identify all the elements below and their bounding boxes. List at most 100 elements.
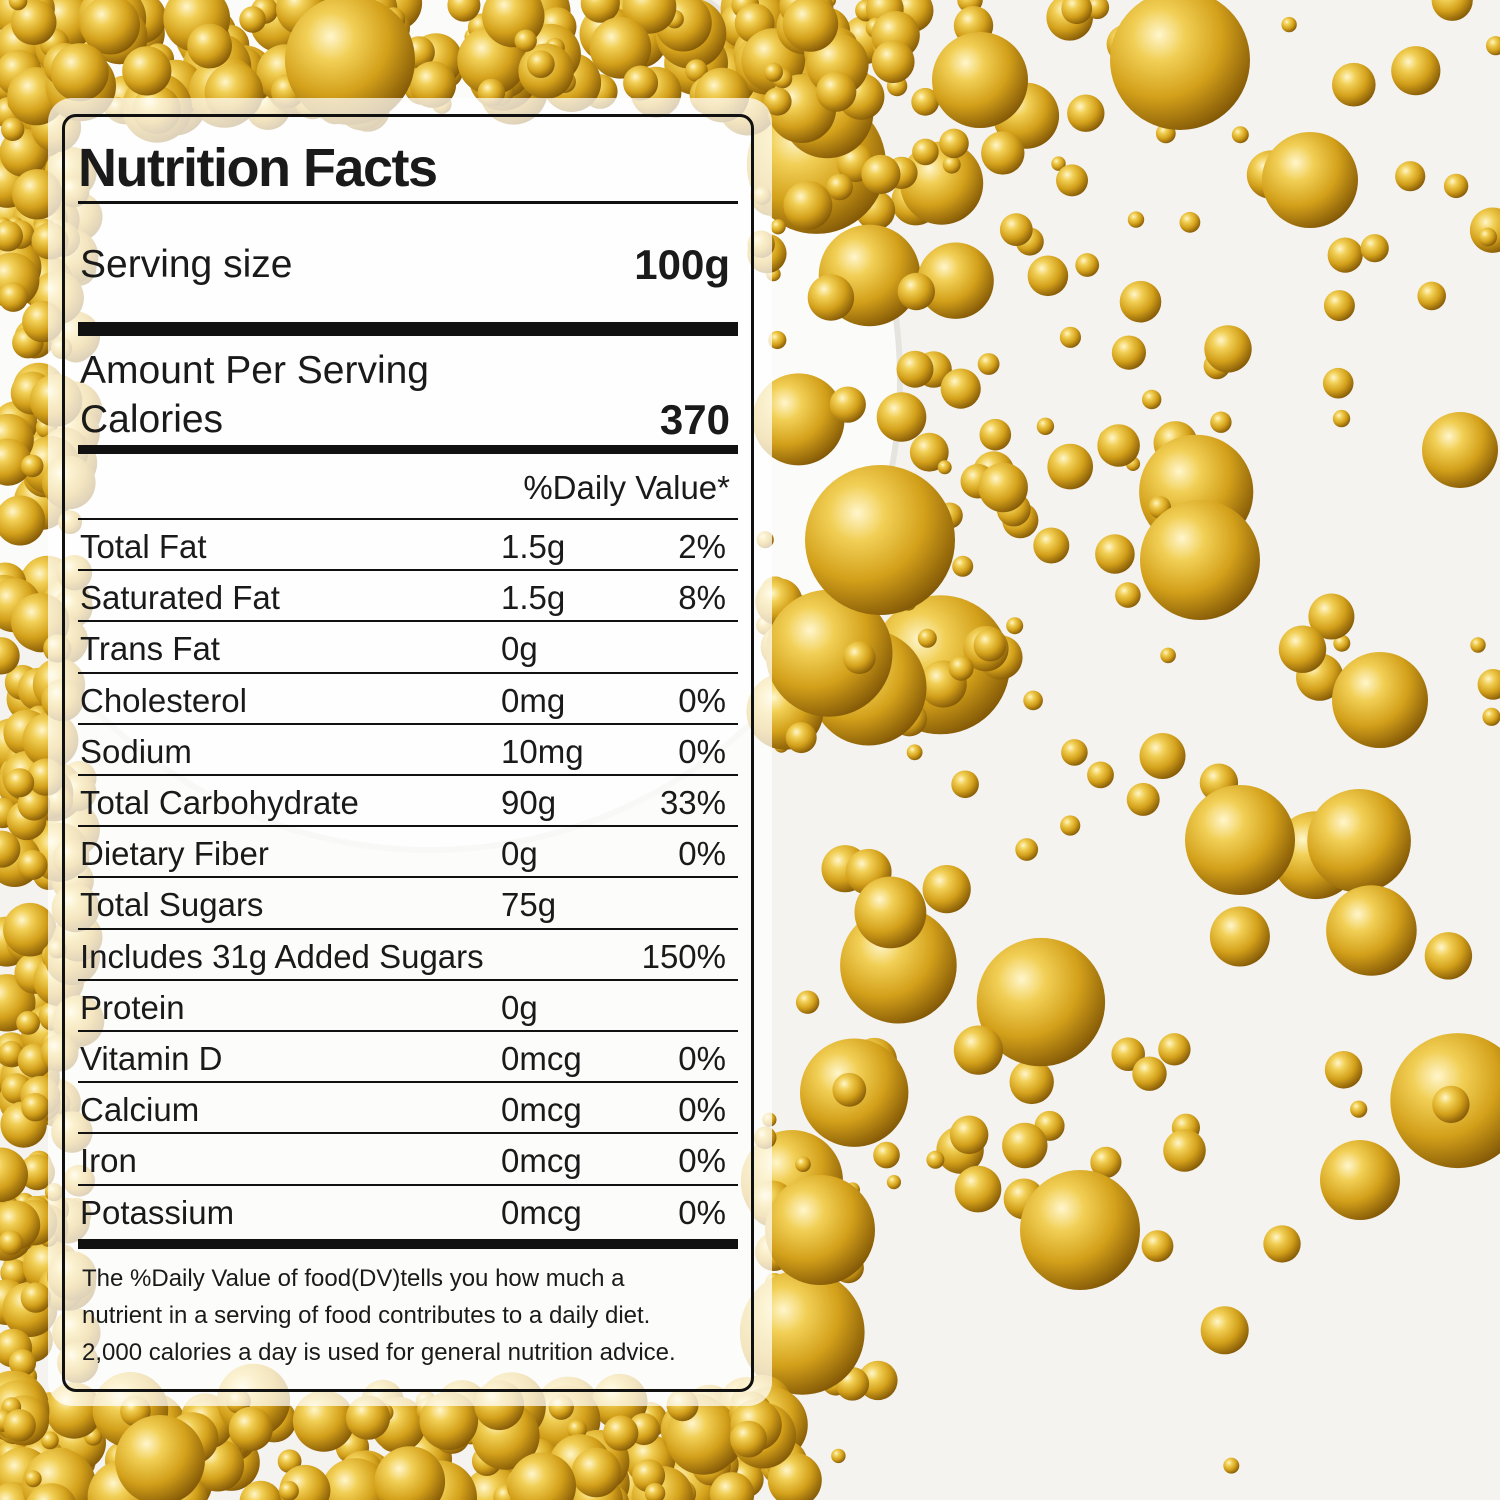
gold-bead bbox=[1087, 761, 1114, 789]
label-title: Nutrition Facts bbox=[78, 138, 438, 198]
row-divider bbox=[78, 1132, 738, 1135]
nutrient-name: Total Sugars bbox=[80, 886, 264, 924]
gold-bead bbox=[942, 155, 961, 174]
gold-bead bbox=[285, 0, 415, 125]
gold-bead bbox=[768, 330, 787, 350]
gold-bead bbox=[1140, 500, 1260, 620]
nutrient-daily-value: 8% bbox=[678, 579, 726, 617]
gold-bead bbox=[3, 902, 57, 957]
gold-bead bbox=[16, 1011, 40, 1035]
gold-bead bbox=[1422, 412, 1498, 488]
calories-value: 370 bbox=[659, 396, 730, 443]
gold-bead bbox=[816, 71, 857, 112]
daily-value-header: %Daily Value* bbox=[523, 469, 730, 506]
nutrient-daily-value: 33% bbox=[659, 784, 726, 821]
gold-bead bbox=[20, 1282, 51, 1313]
gold-bead bbox=[50, 43, 109, 102]
gold-bead bbox=[122, 46, 172, 96]
gold-bead bbox=[526, 50, 555, 78]
gold-bead bbox=[807, 274, 855, 321]
gold-bead bbox=[730, 1420, 767, 1458]
title-divider bbox=[78, 201, 738, 204]
gold-bead bbox=[1324, 1051, 1363, 1089]
gold-bead bbox=[1320, 1140, 1400, 1220]
gold-bead bbox=[1262, 132, 1358, 228]
gold-bead bbox=[1060, 815, 1081, 836]
gold-bead bbox=[922, 865, 971, 914]
gold-bead bbox=[917, 242, 994, 319]
gold-bead bbox=[1027, 255, 1069, 297]
thick-divider bbox=[78, 322, 738, 336]
gold-bead bbox=[1332, 409, 1351, 428]
gold-bead bbox=[1477, 669, 1500, 700]
gold-bead bbox=[17, 849, 48, 880]
nutrient-daily-value: 0% bbox=[678, 1193, 726, 1231]
gold-bead bbox=[1417, 281, 1446, 311]
row-divider bbox=[78, 1081, 738, 1084]
nutrient-daily-value: 0% bbox=[678, 732, 726, 770]
nutrient-amount: 0g bbox=[501, 630, 538, 668]
row-divider bbox=[78, 825, 738, 828]
gold-bead bbox=[1126, 782, 1160, 816]
gold-bead bbox=[1424, 932, 1473, 980]
gold-bead bbox=[897, 272, 935, 311]
gold-bead bbox=[1090, 1146, 1122, 1178]
gold-bead bbox=[1051, 156, 1066, 171]
gold-bead bbox=[447, 0, 481, 22]
gold-bead bbox=[873, 1141, 900, 1169]
gold-bead bbox=[886, 1175, 902, 1190]
gold-bead bbox=[1067, 94, 1105, 132]
gold-bead bbox=[19, 1154, 56, 1191]
gold-bead bbox=[752, 373, 845, 466]
nutrient-daily-value: 0% bbox=[678, 835, 726, 873]
nutrient-amount: 10mg bbox=[501, 732, 584, 770]
nutrient-name: Trans Fat bbox=[80, 630, 220, 668]
gold-bead bbox=[1443, 173, 1469, 199]
gold-bead bbox=[795, 1156, 811, 1172]
gold-bead bbox=[1281, 16, 1297, 33]
gold-bead bbox=[374, 1446, 446, 1500]
gold-bead bbox=[0, 637, 20, 675]
gold-bead bbox=[115, 1415, 205, 1500]
gold-bead bbox=[41, 1431, 59, 1450]
nutrient-daily-value: 0% bbox=[678, 1091, 726, 1129]
gold-bead bbox=[912, 138, 939, 166]
nutrient-amount: 0mcg bbox=[501, 1040, 582, 1077]
footnote-line: The %Daily Value of food(DV)tells you ho… bbox=[82, 1265, 625, 1292]
gold-bead bbox=[1486, 36, 1500, 56]
gold-bead bbox=[842, 641, 876, 674]
nutrient-row: Total Sugars 75g bbox=[78, 885, 738, 925]
gold-bead bbox=[1470, 637, 1486, 653]
footer-divider bbox=[78, 1239, 738, 1249]
gold-bead bbox=[709, 1472, 755, 1500]
gold-bead bbox=[1023, 690, 1043, 711]
gold-bead bbox=[1432, 1085, 1470, 1124]
calories-divider bbox=[78, 445, 738, 454]
gold-bead bbox=[981, 131, 1025, 175]
nutrient-name: Potassium bbox=[80, 1193, 235, 1231]
gold-bead bbox=[909, 432, 949, 472]
gold-bead bbox=[861, 154, 901, 194]
gold-bead bbox=[1056, 164, 1088, 197]
gold-bead bbox=[1139, 733, 1186, 779]
nutrient-name: Protein bbox=[80, 988, 185, 1026]
nutrient-amount: 0mcg bbox=[501, 1142, 582, 1180]
nutrient-name: Vitamin D bbox=[80, 1040, 223, 1077]
gold-bead bbox=[953, 1025, 1004, 1075]
footnote-line: nutrient in a serving of food contribute… bbox=[82, 1302, 651, 1329]
gold-bead bbox=[603, 1415, 639, 1451]
gold-bead bbox=[1185, 785, 1295, 895]
gold-bead bbox=[10, 0, 57, 45]
nutrient-daily-value: 0% bbox=[678, 1040, 726, 1077]
gold-bead bbox=[1163, 1129, 1206, 1172]
nutrient-row: Dietary Fiber 0g 0% bbox=[78, 834, 738, 874]
gold-bead bbox=[278, 1480, 299, 1500]
row-divider bbox=[78, 518, 738, 520]
gold-bead bbox=[1015, 838, 1039, 861]
gold-bead bbox=[948, 655, 974, 681]
gold-bead bbox=[228, 1406, 273, 1451]
footnote-line: 2,000 calories a day is used for general… bbox=[82, 1339, 676, 1366]
gold-bead bbox=[21, 1093, 50, 1122]
gold-bead bbox=[1431, 0, 1473, 21]
gold-bead bbox=[770, 219, 786, 235]
